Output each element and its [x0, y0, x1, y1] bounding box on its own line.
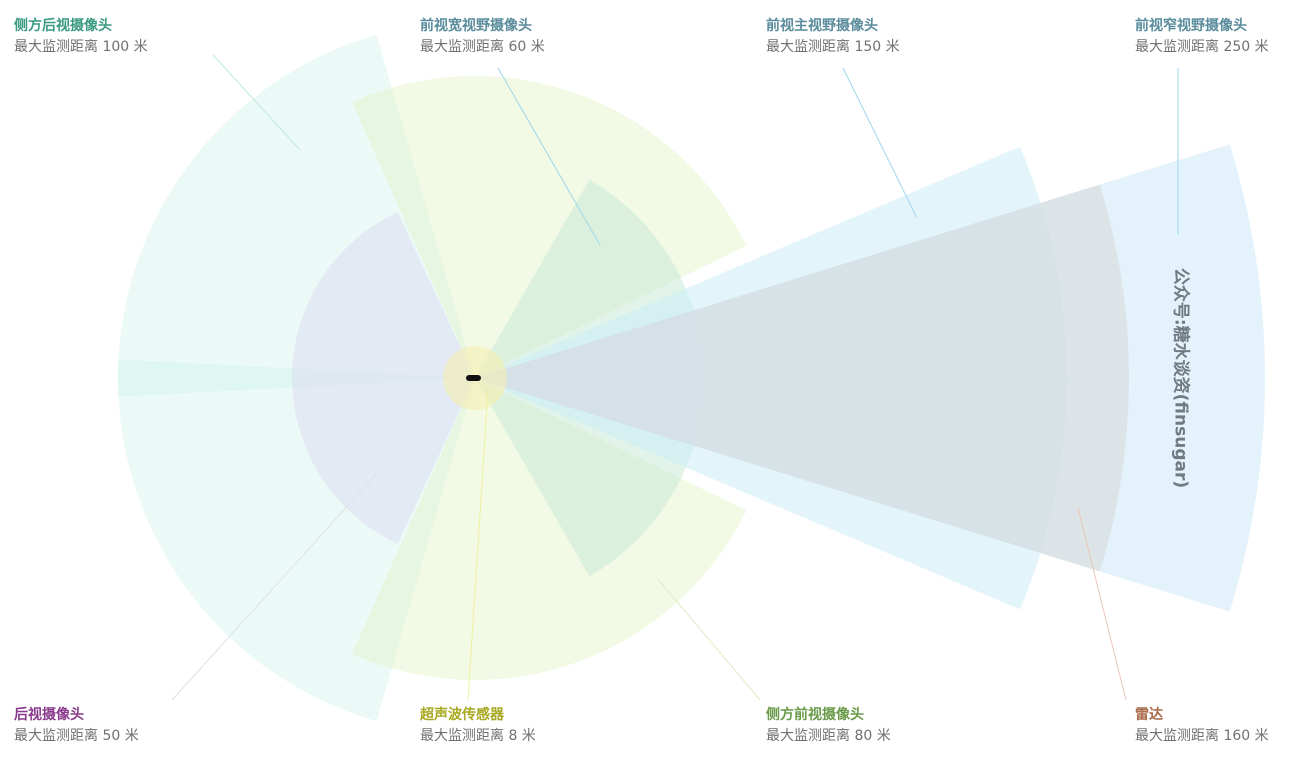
car-icon: [466, 375, 481, 381]
side-front-leader-line: [656, 577, 761, 701]
sensor-range: 最大监测距离 150 米: [766, 39, 900, 55]
sensor-name: 前视窄视野摄像头: [1135, 18, 1247, 34]
sensor-name: 侧方前视摄像头: [766, 707, 864, 723]
radar-leader-line: [1077, 507, 1127, 701]
sensor-name: 侧方后视摄像头: [14, 18, 112, 34]
label-ultrasonic: 超声波传感器最大监测距离 8 米: [420, 705, 536, 747]
sensor-range: 最大监测距离 8 米: [420, 728, 536, 744]
rear-camera-coverage: [292, 212, 475, 544]
sensor-range: 最大监测距离 80 米: [766, 728, 891, 744]
label-side-rear-camera: 侧方后视摄像头最大监测距离 100 米: [14, 16, 148, 58]
label-rear-camera: 后视摄像头最大监测距离 50 米: [14, 705, 139, 747]
rear-leader-line: [171, 469, 381, 701]
label-side-front-camera: 侧方前视摄像头最大监测距离 80 米: [766, 705, 891, 747]
watermark: 公众号:糖水谈资(finsugar): [1170, 267, 1191, 489]
label-front-wide-camera: 前视宽视野摄像头 最大监测距离 60 米: [420, 16, 545, 58]
front-wide-leader-line: [497, 67, 601, 246]
radar-coverage: [475, 184, 1129, 572]
side-front-camera-coverage-top: [352, 75, 747, 378]
sensor-range: 最大监测距离 50 米: [14, 728, 139, 744]
side-rear-leader-line: [212, 54, 301, 151]
label-radar: 雷达最大监测距离 160 米: [1135, 705, 1269, 747]
sensor-name: 前视宽视野摄像头: [420, 18, 532, 34]
sensor-range: 最大监测距离 100 米: [14, 39, 148, 55]
side-front-camera-coverage-bottom: [352, 378, 747, 680]
sensor-range: 最大监测距离 160 米: [1135, 728, 1269, 744]
sensor-range: 最大监测距离 60 米: [420, 39, 545, 55]
sensor-range: 最大监测距离 250 米: [1135, 39, 1269, 55]
label-front-narrow-camera: 前视窄视野摄像头最大监测距离 250 米: [1135, 16, 1269, 58]
ultrasonic-leader-line: [467, 389, 489, 701]
label-front-main-camera: 前视主视野摄像头最大监测距离 150 米: [766, 16, 900, 58]
sensor-name: 前视主视野摄像头: [766, 18, 878, 34]
front-main-leader-line: [842, 67, 918, 219]
sensor-name: 后视摄像头: [14, 707, 84, 723]
sensor-name: 雷达: [1135, 707, 1163, 723]
sensor-name: 超声波传感器: [420, 707, 504, 723]
